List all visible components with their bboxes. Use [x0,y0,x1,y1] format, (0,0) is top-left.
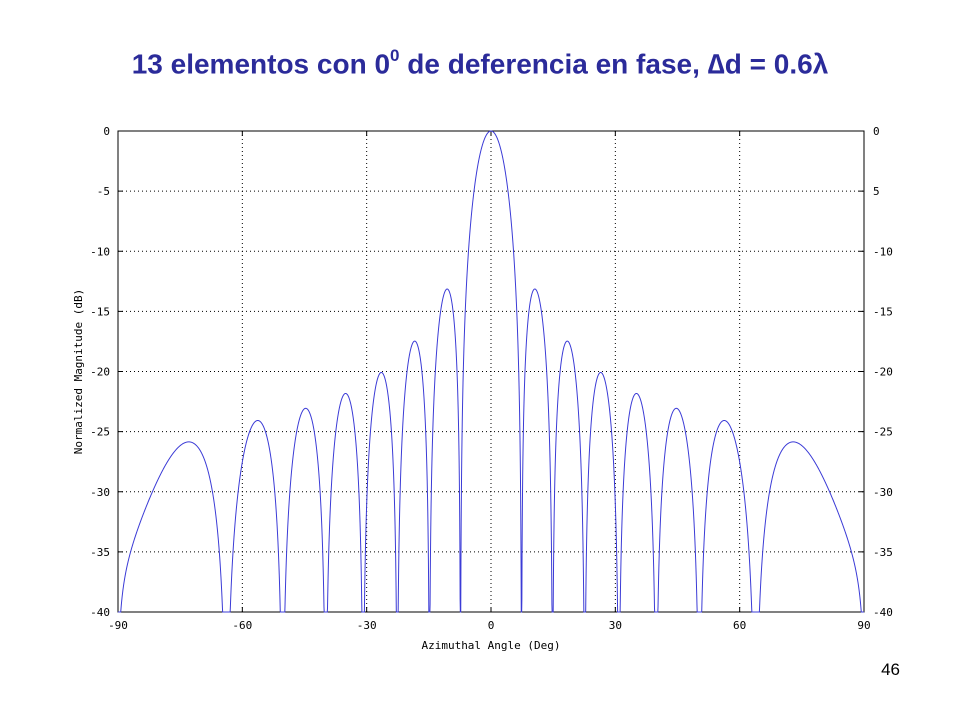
chart-grid [118,131,864,612]
y-tick-label-left: 0 [103,125,110,138]
x-tick-label: -30 [357,619,377,632]
x-tick-label: 30 [609,619,622,632]
array-pattern-line [118,130,864,613]
x-axis-label: Azimuthal Angle (Deg) [421,639,560,652]
page-number: 46 [881,660,900,679]
y-axis-label: Normalized Magnitude (dB) [72,289,85,455]
y-tick-label-left: -10 [90,245,110,258]
y-tick-label-left: -20 [90,366,110,379]
y-tick-label-right: -15 [873,305,893,318]
x-tick-label: 90 [857,619,870,632]
y-tick-label-right: -40 [873,606,893,619]
y-tick-label-right: -20 [873,366,893,379]
y-tick-label-right: -30 [873,486,893,499]
x-tick-label: -60 [232,619,252,632]
y-tick-label-right: -10 [873,245,893,258]
title-suffix: de deferencia en fase, ∆d = 0.6λ [399,48,829,80]
slide-title: 13 elementos con 00 de deferencia en fas… [0,46,960,80]
y-tick-label-right: -35 [873,546,893,559]
axis-ticks [117,130,865,613]
x-tick-label: 0 [488,619,495,632]
y-tick-label-left: -30 [90,486,110,499]
title-superscript: 0 [390,46,400,65]
y-tick-label-left: -40 [90,606,110,619]
y-tick-label-right: 0 [873,125,880,138]
y-tick-label-right: -25 [873,426,893,439]
y-tick-label-left: -35 [90,546,110,559]
y-tick-label-left: -5 [97,185,110,198]
y-tick-label-right: 5 [873,185,880,198]
x-tick-label: 60 [733,619,746,632]
title-prefix: 13 elementos con 0 [131,48,391,80]
y-tick-label-left: -25 [90,426,110,439]
x-tick-label: -90 [108,619,128,632]
y-tick-label-left: -15 [90,305,110,318]
tick-labels: -90 -60 -30 0 30 60 90 0 0 -5 5 -10 -10 -15 -15 -20 -20 -… [90,125,893,632]
